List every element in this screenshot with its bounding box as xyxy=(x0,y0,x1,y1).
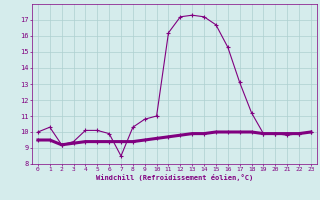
X-axis label: Windchill (Refroidissement éolien,°C): Windchill (Refroidissement éolien,°C) xyxy=(96,174,253,181)
